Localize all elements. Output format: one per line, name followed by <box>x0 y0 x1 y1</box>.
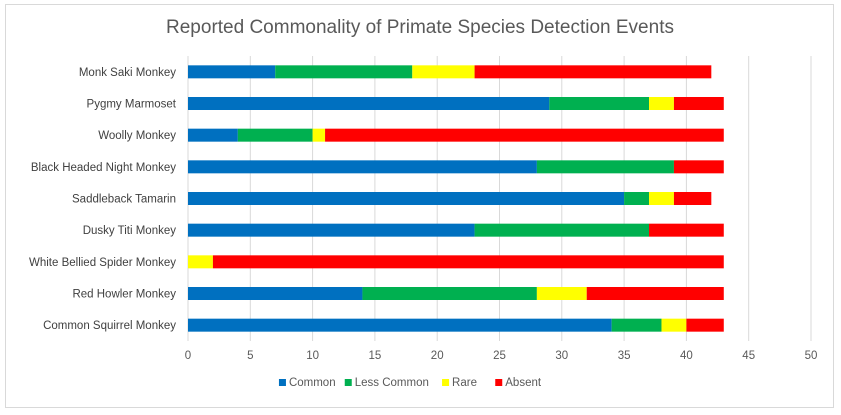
bar-rare-monk-saki-monkey <box>412 65 475 79</box>
x-tick-label-5: 5 <box>247 350 253 362</box>
bars <box>188 65 724 332</box>
bar-common-red-howler-monkey <box>188 287 363 300</box>
legend-swatch-rare <box>442 379 450 386</box>
x-tick-label-15: 15 <box>369 350 382 362</box>
legend-label-less-common: Less Common <box>355 377 429 389</box>
x-tick-labels: 0 5 10 15 20 25 30 35 40 45 50 <box>185 350 818 362</box>
x-tick-label-0: 0 <box>185 350 191 362</box>
bar-rare-white-bellied-spider-monkey <box>188 255 213 269</box>
bar-common-woolly-monkey <box>188 128 238 142</box>
legend-swatch-absent <box>495 379 503 386</box>
legend-label-common: Common <box>289 377 336 389</box>
bar-less-common-saddleback-tamarin <box>624 192 650 205</box>
category-label-black-headed-night-monkey: Black Headed Night Monkey <box>31 162 176 174</box>
bar-common-common-squirrel-monkey <box>188 318 612 332</box>
x-tick-label-10: 10 <box>306 350 319 362</box>
category-label-dusky-titi-monkey: Dusky Titi Monkey <box>83 225 177 237</box>
bar-less-common-woolly-monkey <box>237 128 313 142</box>
bar-less-common-black-headed-night-monkey <box>536 160 674 174</box>
bar-common-pygmy-marmoset <box>188 97 550 110</box>
legend-label-absent: Absent <box>505 377 542 389</box>
bar-less-common-pygmy-marmoset <box>549 97 650 110</box>
bar-common-dusky-titi-monkey <box>188 223 475 237</box>
bar-common-saddleback-tamarin <box>188 192 625 205</box>
bar-absent-black-headed-night-monkey <box>673 160 724 174</box>
x-tick-label-50: 50 <box>805 350 818 362</box>
category-labels: Monk Saki Monkey Pygmy Marmoset Woolly Mon… <box>29 67 177 332</box>
bar-absent-white-bellied-spider-monkey <box>212 255 724 269</box>
chart-title: Reported Commonality of Primate Species … <box>166 17 674 38</box>
bar-absent-pygmy-marmoset <box>673 97 724 110</box>
category-label-common-squirrel-monkey: Common Squirrel Monkey <box>43 320 176 332</box>
legend-label-rare: Rare <box>452 377 477 389</box>
x-tick-label-40: 40 <box>680 350 693 362</box>
bar-absent-dusky-titi-monkey <box>649 223 724 237</box>
bar-absent-monk-saki-monkey <box>474 65 712 79</box>
bar-rare-woolly-monkey <box>312 128 326 142</box>
bar-less-common-red-howler-monkey <box>362 287 537 300</box>
legend-swatch-less-common <box>344 379 352 386</box>
category-label-monk-saki-monkey: Monk Saki Monkey <box>79 67 176 79</box>
bar-absent-red-howler-monkey <box>586 287 724 300</box>
bar-common-monk-saki-monkey <box>188 65 276 79</box>
x-tick-label-30: 30 <box>555 350 568 362</box>
x-tick-label-35: 35 <box>618 350 631 362</box>
bar-less-common-monk-saki-monkey <box>275 65 413 79</box>
legend: Common Less Common Rare Absent <box>278 377 542 389</box>
category-label-saddleback-tamarin: Saddleback Tamarin <box>72 194 176 206</box>
bar-less-common-dusky-titi-monkey <box>474 223 650 237</box>
bar-rare-pygmy-marmoset <box>649 97 674 110</box>
bar-rare-red-howler-monkey <box>536 287 587 300</box>
bar-absent-woolly-monkey <box>325 128 724 142</box>
bar-absent-common-squirrel-monkey <box>686 318 724 332</box>
bar-rare-common-squirrel-monkey <box>661 318 687 332</box>
bar-common-black-headed-night-monkey <box>188 160 537 174</box>
x-tick-label-25: 25 <box>493 350 506 362</box>
category-label-red-howler-monkey: Red Howler Monkey <box>72 289 176 301</box>
bar-less-common-common-squirrel-monkey <box>611 318 662 332</box>
x-tick-label-20: 20 <box>431 350 444 362</box>
category-label-pygmy-marmoset: Pygmy Marmoset <box>87 99 177 111</box>
category-label-woolly-monkey: Woolly Monkey <box>98 130 176 142</box>
category-label-white-bellied-spider-monkey: White Bellied Spider Monkey <box>29 257 176 269</box>
x-tick-label-45: 45 <box>742 350 755 362</box>
legend-swatch-common <box>278 379 286 386</box>
bar-rare-saddleback-tamarin <box>649 192 674 205</box>
bar-absent-saddleback-tamarin <box>673 192 712 205</box>
